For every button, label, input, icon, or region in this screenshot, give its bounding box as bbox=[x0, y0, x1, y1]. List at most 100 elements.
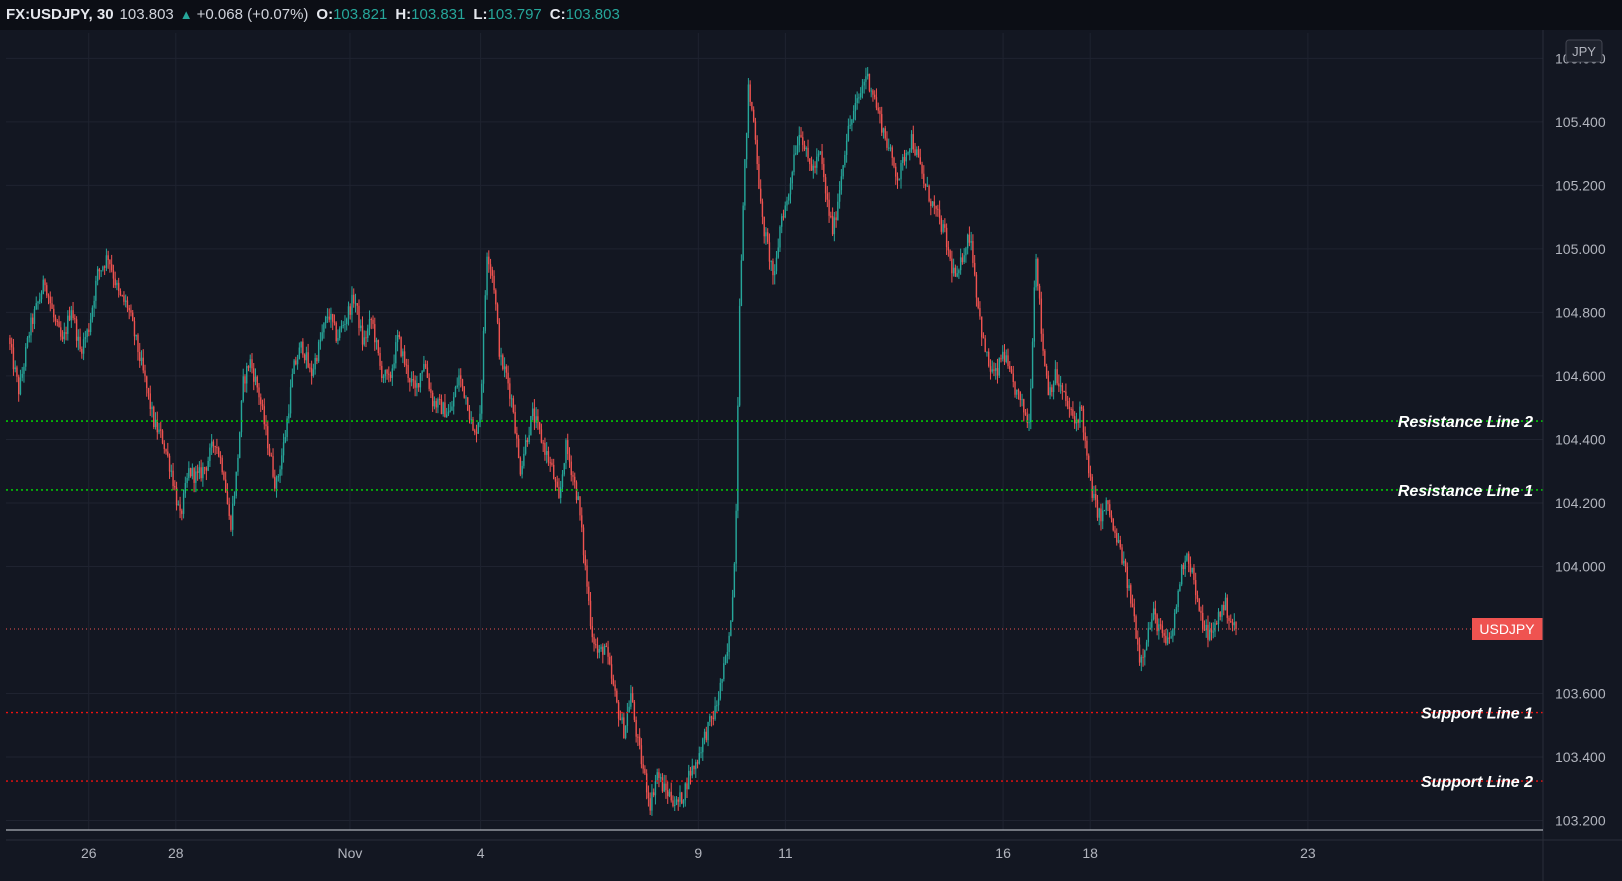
candle-body bbox=[549, 462, 551, 464]
candle-body bbox=[1191, 567, 1193, 573]
candle-body bbox=[810, 164, 813, 171]
candle-body bbox=[463, 386, 465, 398]
candle-body bbox=[881, 114, 883, 133]
candle-body bbox=[644, 768, 646, 774]
currency-badge[interactable] bbox=[1565, 39, 1603, 63]
candle-body bbox=[170, 470, 173, 472]
candle-body bbox=[738, 305, 741, 406]
candle-body bbox=[21, 373, 23, 378]
candle-body bbox=[675, 799, 678, 805]
candle-body bbox=[25, 347, 27, 367]
candle-body bbox=[1121, 547, 1123, 564]
candle-body bbox=[12, 347, 15, 370]
candle-body bbox=[503, 366, 506, 370]
candle-body bbox=[75, 319, 78, 341]
candle-body bbox=[203, 467, 206, 469]
candle-body bbox=[772, 261, 774, 276]
candle-body bbox=[742, 205, 744, 261]
candle-body bbox=[1086, 440, 1088, 456]
candle-body bbox=[588, 586, 590, 601]
candle-body bbox=[386, 369, 388, 374]
candle-body bbox=[114, 278, 116, 286]
candle-body bbox=[32, 317, 34, 324]
symbol-badge[interactable] bbox=[1472, 618, 1543, 641]
candle-body bbox=[1193, 567, 1195, 581]
candle-body bbox=[698, 753, 700, 764]
candle-body bbox=[47, 295, 50, 297]
candle-body bbox=[498, 322, 501, 357]
candle-body bbox=[619, 718, 622, 721]
last-price: 103.803 bbox=[119, 6, 174, 23]
candle-body bbox=[367, 328, 369, 338]
candle-body bbox=[1210, 629, 1213, 633]
candle-body bbox=[1058, 383, 1060, 387]
candle-body bbox=[49, 296, 51, 304]
price-axis[interactable] bbox=[1543, 30, 1622, 881]
candle-body bbox=[737, 405, 739, 511]
candle-body bbox=[723, 663, 725, 680]
candle-body bbox=[898, 179, 900, 181]
candle-body bbox=[175, 487, 178, 506]
candle-body bbox=[845, 140, 848, 155]
candle-body bbox=[421, 371, 423, 374]
candle-body bbox=[589, 600, 592, 627]
candle-body bbox=[747, 84, 750, 133]
x-tick-label: 4 bbox=[477, 845, 485, 861]
candle-body bbox=[424, 363, 427, 368]
candle-body bbox=[724, 656, 727, 664]
candle-body bbox=[721, 679, 723, 683]
candle-body bbox=[272, 456, 274, 477]
candle-body bbox=[656, 772, 658, 782]
candle-body bbox=[1142, 656, 1144, 658]
candle-body bbox=[375, 340, 378, 343]
candle-body bbox=[912, 134, 914, 150]
candle-body bbox=[596, 645, 599, 653]
candle-body bbox=[970, 241, 972, 243]
candle-body bbox=[921, 164, 923, 174]
candle-body bbox=[260, 397, 262, 405]
candle-body bbox=[517, 438, 520, 459]
candle-body bbox=[1168, 637, 1171, 639]
candle-body bbox=[289, 387, 292, 414]
candle-body bbox=[1119, 539, 1121, 548]
candle-body bbox=[545, 451, 548, 455]
candle-body bbox=[552, 464, 555, 479]
candle-body bbox=[333, 321, 336, 323]
candle-body bbox=[647, 792, 650, 799]
candle-body bbox=[744, 159, 746, 206]
candle-body bbox=[856, 98, 858, 103]
candle-body bbox=[253, 368, 255, 382]
candle-body bbox=[996, 368, 999, 376]
candle-body bbox=[1184, 560, 1186, 570]
candle-body bbox=[435, 401, 437, 408]
candle-body bbox=[1163, 633, 1165, 636]
candle-body bbox=[239, 432, 241, 458]
candle-body bbox=[979, 308, 981, 317]
symbol-name[interactable]: FX:USDJPY, 30 bbox=[6, 6, 114, 23]
candle-body bbox=[935, 205, 937, 209]
candle-body bbox=[1149, 627, 1151, 629]
candle-body bbox=[214, 445, 216, 448]
candle-body bbox=[591, 626, 593, 638]
candle-body bbox=[567, 440, 569, 455]
candle-body bbox=[1173, 612, 1176, 629]
candle-body bbox=[233, 495, 236, 504]
candle-body bbox=[759, 188, 762, 202]
candle-body bbox=[937, 208, 939, 210]
candle-body bbox=[381, 365, 383, 379]
candle-body bbox=[681, 792, 683, 804]
candle-body bbox=[598, 649, 601, 653]
price-chart[interactable]: Resistance Line 2104.458Resistance Line … bbox=[0, 30, 1622, 881]
candle-body bbox=[451, 406, 453, 411]
candle-body bbox=[1203, 629, 1206, 631]
candle-body bbox=[1187, 553, 1190, 564]
candle-body bbox=[26, 337, 29, 348]
candle-body bbox=[1159, 624, 1162, 626]
x-tick-label: 23 bbox=[1300, 845, 1316, 861]
candle-body bbox=[9, 337, 11, 345]
candle-body bbox=[959, 257, 962, 271]
price-change: +0.068 (+0.07%) bbox=[196, 6, 309, 23]
candle-body bbox=[1198, 598, 1200, 611]
candle-body bbox=[10, 344, 13, 348]
candle-body bbox=[279, 469, 281, 477]
